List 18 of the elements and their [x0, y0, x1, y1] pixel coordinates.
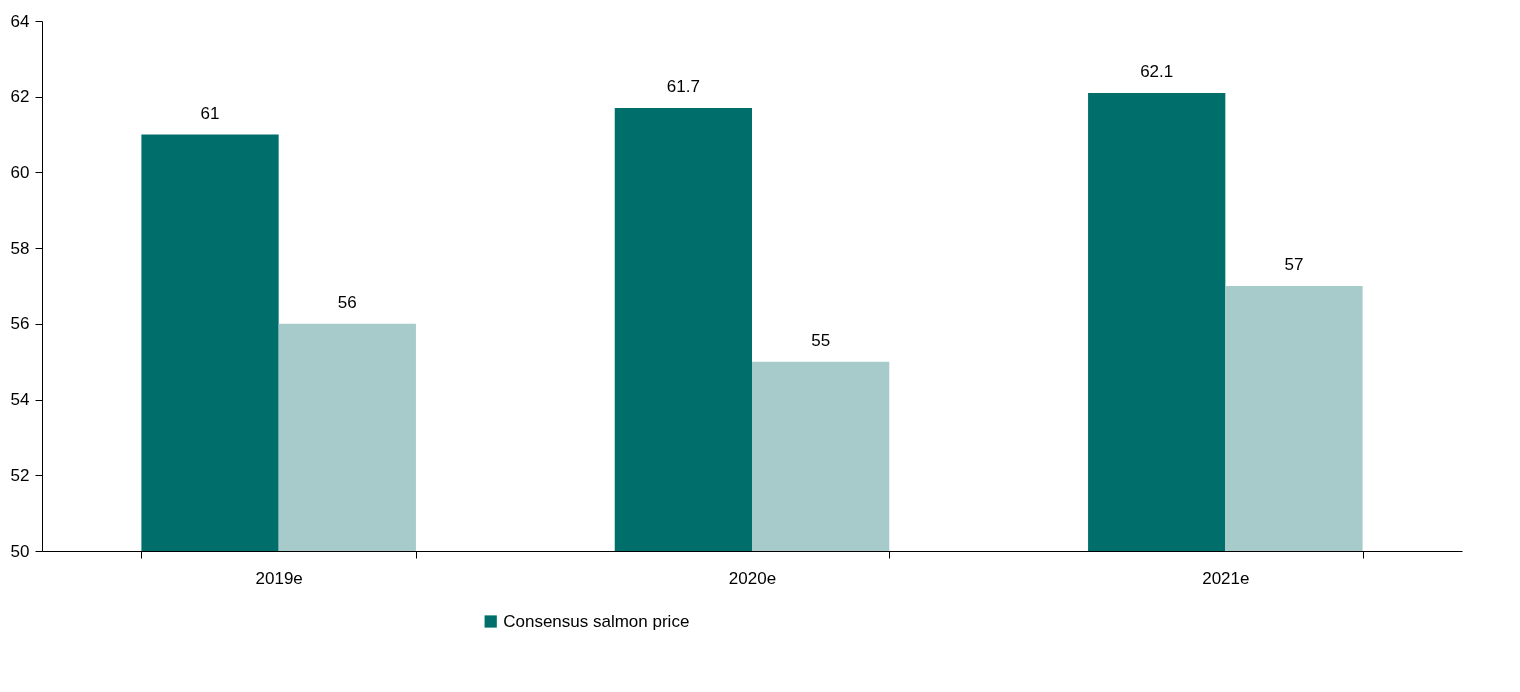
y-tick-label: 50 — [10, 541, 30, 561]
data-label: 62.1 — [1140, 61, 1174, 81]
data-label: 57 — [1284, 255, 1304, 274]
y-tick-label: 62 — [10, 87, 30, 107]
data-label: 61.7 — [666, 77, 700, 97]
data-label: 56 — [337, 292, 357, 312]
legend-label: Consensus salmon price — [503, 611, 690, 631]
y-tick-label: 56 — [10, 314, 30, 334]
x-tick-label: 2021e — [1202, 568, 1250, 588]
y-tick-label: 60 — [10, 162, 30, 182]
y-tick-label: 58 — [10, 238, 30, 258]
data-label: 61 — [200, 103, 220, 123]
data-label: 55 — [811, 330, 831, 350]
y-tick-label: 54 — [10, 390, 30, 410]
x-tick-label: 2019e — [255, 568, 303, 588]
y-tick-label: 64 — [10, 11, 30, 31]
x-tick-label: 2020e — [728, 568, 777, 588]
y-tick-label: 52 — [10, 465, 30, 485]
